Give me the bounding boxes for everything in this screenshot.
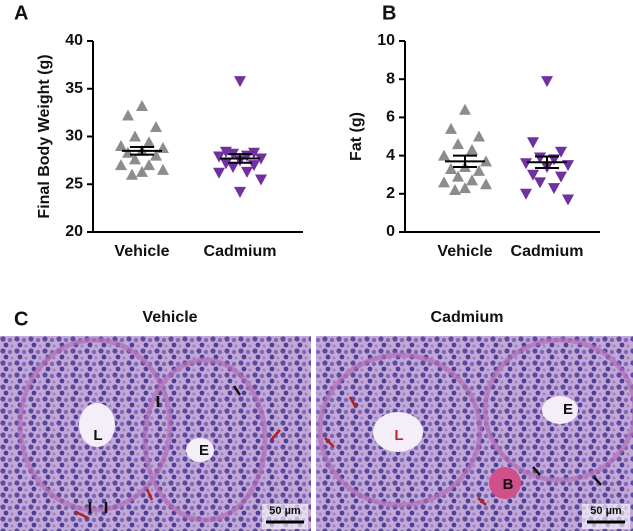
data-point bbox=[480, 155, 492, 167]
y-tick-label: 2 bbox=[386, 185, 395, 202]
data-point bbox=[438, 176, 450, 188]
data-point bbox=[115, 140, 127, 152]
y-tick-label: 40 bbox=[65, 32, 83, 49]
data-point bbox=[459, 103, 471, 115]
data-point bbox=[473, 130, 485, 142]
data-point bbox=[445, 162, 457, 174]
data-point bbox=[541, 76, 553, 88]
tubule-borders bbox=[17, 337, 633, 523]
data-point bbox=[129, 153, 141, 165]
data-point bbox=[157, 163, 169, 175]
data-point bbox=[445, 122, 457, 134]
data-point bbox=[480, 178, 492, 190]
data-point bbox=[466, 174, 478, 186]
histology-image bbox=[0, 336, 311, 531]
x-tick-label: Vehicle bbox=[437, 243, 492, 260]
data-point bbox=[227, 162, 239, 174]
y-tick-label: 20 bbox=[65, 223, 83, 240]
image-title: Vehicle bbox=[142, 309, 197, 326]
y-tick-label: 30 bbox=[65, 128, 83, 145]
scale-bar-label: 50 µm bbox=[590, 505, 622, 517]
y-axis-title: Fat (g) bbox=[348, 112, 365, 161]
data-point bbox=[466, 143, 478, 155]
data-point bbox=[555, 171, 567, 183]
error-bar bbox=[453, 154, 477, 169]
region-label: L bbox=[394, 427, 403, 444]
data-point bbox=[234, 76, 246, 88]
data-point bbox=[438, 149, 450, 161]
data-point bbox=[548, 183, 560, 195]
data-point bbox=[150, 120, 162, 132]
region-label: E bbox=[563, 401, 573, 418]
x-tick-label: Cadmium bbox=[511, 243, 584, 260]
y-tick-label: 25 bbox=[65, 175, 83, 192]
data-point bbox=[248, 147, 260, 159]
x-tick-label: Vehicle bbox=[114, 243, 169, 260]
data-point bbox=[459, 182, 471, 194]
data-point bbox=[520, 188, 532, 200]
data-point bbox=[534, 177, 546, 189]
x-tick-label: Cadmium bbox=[204, 243, 277, 260]
data-point bbox=[555, 146, 567, 158]
data-point bbox=[129, 130, 141, 142]
blood-vessel bbox=[489, 467, 521, 499]
scale-bar-bg bbox=[262, 504, 308, 529]
data-point bbox=[527, 169, 539, 181]
y-tick-label: 35 bbox=[65, 80, 83, 97]
y-tick-label: 6 bbox=[386, 109, 395, 126]
y-tick-label: 8 bbox=[386, 70, 395, 87]
scale-bar-label: 50 µm bbox=[269, 505, 301, 517]
lumens bbox=[79, 396, 578, 462]
error-bar bbox=[535, 155, 559, 170]
panel-letter: C bbox=[14, 308, 28, 330]
data-point bbox=[534, 152, 546, 164]
data-point bbox=[143, 136, 155, 148]
data-point bbox=[234, 186, 246, 198]
data-point bbox=[527, 137, 539, 149]
panel-letter: A bbox=[14, 2, 28, 24]
error-bar bbox=[130, 146, 154, 156]
arrows bbox=[75, 385, 602, 520]
y-tick-label: 4 bbox=[386, 147, 395, 164]
data-point bbox=[241, 166, 253, 178]
data-point bbox=[452, 138, 464, 150]
data-point bbox=[473, 164, 485, 176]
image-title: Cadmium bbox=[431, 309, 504, 326]
data-point bbox=[562, 194, 574, 206]
error-bar bbox=[228, 153, 252, 164]
data-point bbox=[255, 174, 267, 186]
region-label: E bbox=[199, 442, 209, 459]
region-label: B bbox=[503, 476, 514, 493]
data-point bbox=[136, 99, 148, 111]
data-point bbox=[220, 158, 232, 170]
scale-bar-bg bbox=[582, 504, 630, 529]
data-point bbox=[150, 149, 162, 161]
data-point bbox=[452, 170, 464, 182]
y-tick-label: 10 bbox=[377, 32, 395, 49]
panel-c: C Vehicle Cadmium L E L E B 50 µm 50 µm bbox=[0, 308, 633, 531]
data-point bbox=[136, 165, 148, 177]
region-label: L bbox=[93, 427, 102, 444]
panel-letter: B bbox=[382, 2, 396, 24]
data-point bbox=[255, 153, 267, 165]
data-point bbox=[122, 109, 134, 121]
data-point bbox=[143, 159, 155, 171]
data-point bbox=[213, 167, 225, 179]
y-axis-title: Final Body Weight (g) bbox=[36, 54, 53, 218]
y-tick-label: 0 bbox=[386, 223, 395, 240]
data-point bbox=[213, 151, 225, 163]
data-point bbox=[449, 183, 461, 195]
data-point bbox=[115, 159, 127, 171]
data-point bbox=[126, 168, 138, 180]
data-point bbox=[520, 158, 532, 170]
